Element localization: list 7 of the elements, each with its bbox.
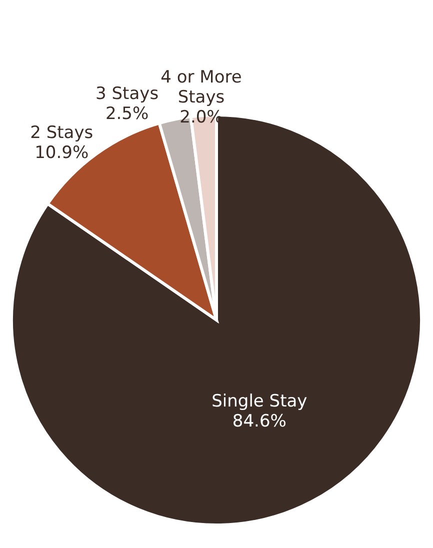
slice-label: 2 Stays <box>30 122 94 143</box>
slice-label: Single Stay <box>212 392 308 412</box>
data-label: 84.6% <box>232 412 286 432</box>
slice-label: 4 or More Stays <box>160 67 242 108</box>
data-label: 2.5% <box>105 104 149 124</box>
slice-label: 3 Stays <box>96 84 159 104</box>
data-label: 10.9% <box>34 142 89 163</box>
